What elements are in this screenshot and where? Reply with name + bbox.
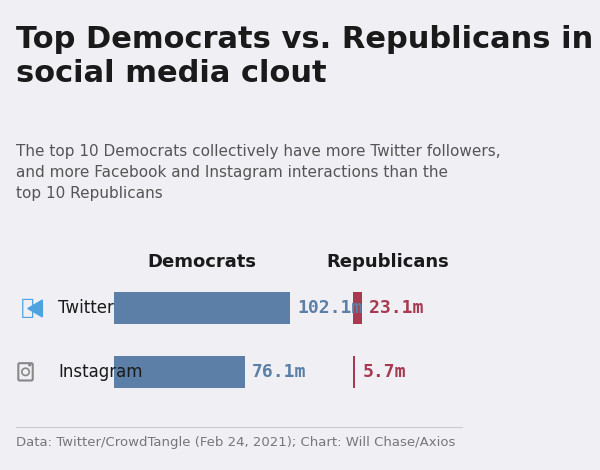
FancyBboxPatch shape (353, 356, 355, 388)
Text: 102.1m: 102.1m (297, 299, 362, 317)
Circle shape (29, 364, 31, 366)
Text: The top 10 Democrats collectively have more Twitter followers,
and more Facebook: The top 10 Democrats collectively have m… (16, 144, 501, 201)
Text: 76.1m: 76.1m (253, 363, 307, 381)
FancyBboxPatch shape (114, 292, 290, 324)
Text: Republicans: Republicans (326, 253, 449, 271)
Text: 23.1m: 23.1m (369, 299, 424, 317)
Text: Top Democrats vs. Republicans in
social media clout: Top Democrats vs. Republicans in social … (16, 25, 593, 88)
FancyBboxPatch shape (353, 292, 362, 324)
Text: Instagram: Instagram (58, 363, 143, 381)
Text: 5.7m: 5.7m (362, 363, 406, 381)
Text: Data: Twitter/CrowdTangle (Feb 24, 2021); Chart: Will Chase/Axios: Data: Twitter/CrowdTangle (Feb 24, 2021)… (16, 436, 455, 449)
Text: Twitter: Twitter (58, 299, 114, 317)
Text: ␧: ␧ (21, 298, 34, 318)
Text: Democrats: Democrats (148, 253, 257, 271)
FancyBboxPatch shape (114, 356, 245, 388)
